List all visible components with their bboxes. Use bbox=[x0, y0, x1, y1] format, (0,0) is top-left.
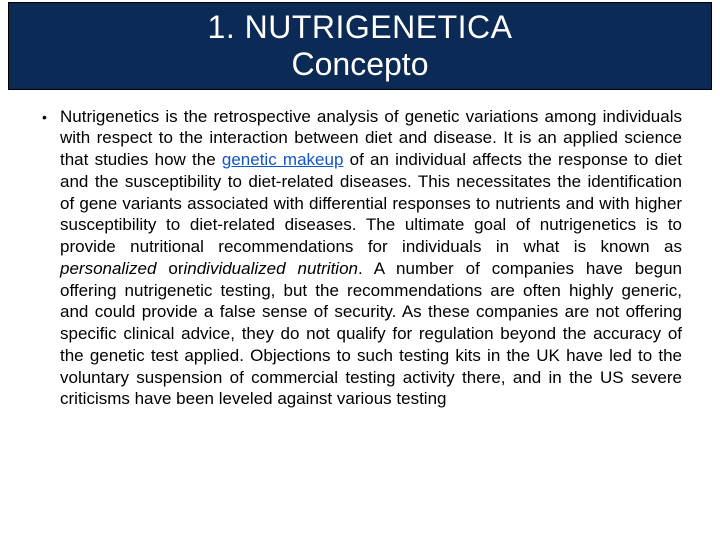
text-italic-individualized: individualized nutrition bbox=[183, 259, 358, 278]
slide-container: 1. NUTRIGENETICA Concepto • Nutrigenetic… bbox=[0, 0, 720, 540]
body-area: • Nutrigenetics is the retrospective ana… bbox=[8, 90, 712, 411]
bullet-glyph: • bbox=[42, 106, 60, 128]
genetic-makeup-link[interactable]: genetic makeup bbox=[222, 150, 344, 169]
text-joiner: or bbox=[168, 259, 183, 278]
title-line-2: Concepto bbox=[21, 46, 699, 83]
bullet-item: • Nutrigenetics is the retrospective ana… bbox=[42, 106, 682, 411]
title-line-1: 1. NUTRIGENETICA bbox=[21, 9, 699, 46]
text-segment-3: . A number of companies have begun offer… bbox=[60, 259, 682, 409]
text-italic-personalized: personalized bbox=[60, 259, 156, 278]
title-box: 1. NUTRIGENETICA Concepto bbox=[8, 2, 712, 90]
body-paragraph: Nutrigenetics is the retrospective analy… bbox=[60, 106, 682, 411]
